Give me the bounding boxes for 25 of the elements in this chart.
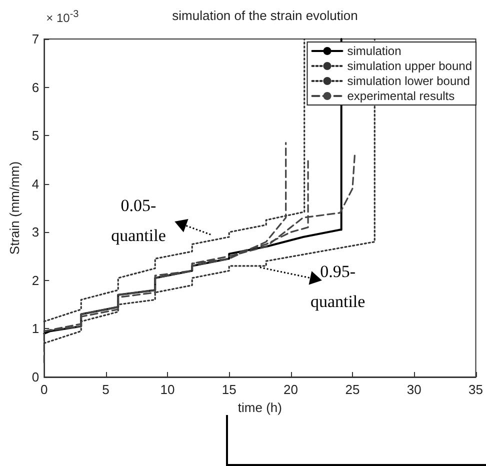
legend-label: simulation lower bound [347,74,470,88]
x-tick-label: 25 [345,382,360,397]
x-axis-title: time (h) [238,400,282,415]
y-tick-label: 0 [32,370,40,384]
y-tick-label: 5 [32,128,40,144]
y-tick-label: 2 [32,272,40,288]
y-tick-label: 3 [32,224,40,240]
y-tick-label: 7 [32,32,40,46]
x-tick-label: 10 [160,382,175,397]
x-tick-label: 15 [222,382,236,397]
legend-label: simulation upper bound [347,59,472,73]
y-tick-label: 6 [32,80,40,95]
x-tick-label: 5 [102,382,110,397]
annotation: 0.95- quantile [310,261,366,314]
annotation: 0.05- quantile [111,194,166,247]
y-tick-label: 1 [32,321,40,336]
legend-label: experimental results [347,89,455,103]
y-tick-label: 4 [32,176,40,192]
y-axis-title: Strain (mm/mm) [7,161,22,255]
x-tick-label: 20 [284,382,298,397]
legend-label: simulation [347,44,402,58]
x-tick-label: 35 [468,382,484,397]
x-tick-label: 30 [406,382,422,397]
text: × 10$^{-3}$ [46,9,79,25]
chart-title: simulation of the strain evolution [172,8,358,23]
